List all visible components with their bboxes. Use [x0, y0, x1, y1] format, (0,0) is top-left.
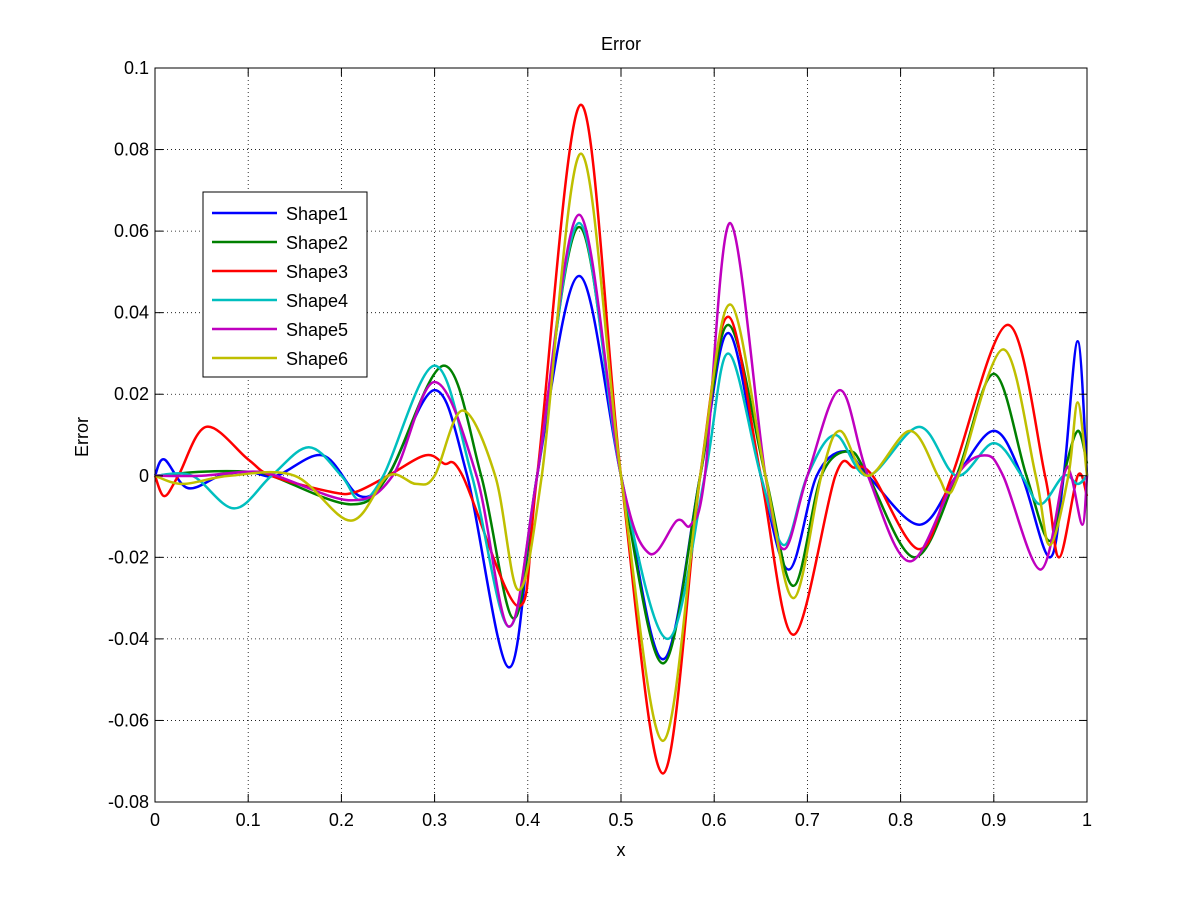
x-tick-label: 0.3 [422, 810, 447, 830]
x-tick-label: 0.5 [608, 810, 633, 830]
x-tick-label: 0.8 [888, 810, 913, 830]
y-tick-label: 0.06 [114, 221, 149, 241]
plot-area [155, 68, 1087, 802]
y-tick-label: 0.04 [114, 303, 149, 323]
y-tick-label: 0.02 [114, 384, 149, 404]
x-tick-label: 0.2 [329, 810, 354, 830]
y-tick-label: 0.1 [124, 58, 149, 78]
series-line-shape1 [153, 274, 1089, 669]
chart-title: Error [601, 34, 641, 54]
x-tick-label: 1 [1082, 810, 1092, 830]
y-axis-label: Error [72, 417, 92, 457]
x-tick-label: 0.1 [236, 810, 261, 830]
y-tick-label: -0.04 [108, 629, 149, 649]
x-tick-label: 0.9 [981, 810, 1006, 830]
legend-label: Shape2 [286, 233, 348, 253]
series-line-shape6 [154, 152, 1089, 743]
series-line-shape3 [153, 103, 1089, 775]
y-tick-label: -0.06 [108, 710, 149, 730]
series-group [153, 103, 1089, 775]
grid [155, 68, 1087, 802]
x-tick-label: 0.7 [795, 810, 820, 830]
y-tick-label: 0 [139, 466, 149, 486]
legend-label: Shape1 [286, 204, 348, 224]
x-tick-label: 0.4 [515, 810, 540, 830]
legend: Shape1 Shape2 Shape3 Shape4 Shape5 Shape6 [202, 191, 368, 378]
x-tick-label: 0.6 [702, 810, 727, 830]
y-tick-label: -0.08 [108, 792, 149, 812]
legend-box [202, 191, 368, 378]
series-line-shape5 [154, 213, 1089, 628]
y-tick-label: 0.08 [114, 140, 149, 160]
legend-label: Shape6 [286, 349, 348, 369]
x-axis-label: x [617, 840, 626, 860]
legend-label: Shape3 [286, 262, 348, 282]
legend-label: Shape5 [286, 320, 348, 340]
y-tick-label: -0.02 [108, 547, 149, 567]
x-tick-label: 0 [150, 810, 160, 830]
legend-label: Shape4 [286, 291, 348, 311]
ticks: 0 0.1 0.2 0.3 0.4 0.5 0.6 0.7 0.8 0.9 1 -0.08 -0.06 -… [108, 58, 1092, 830]
